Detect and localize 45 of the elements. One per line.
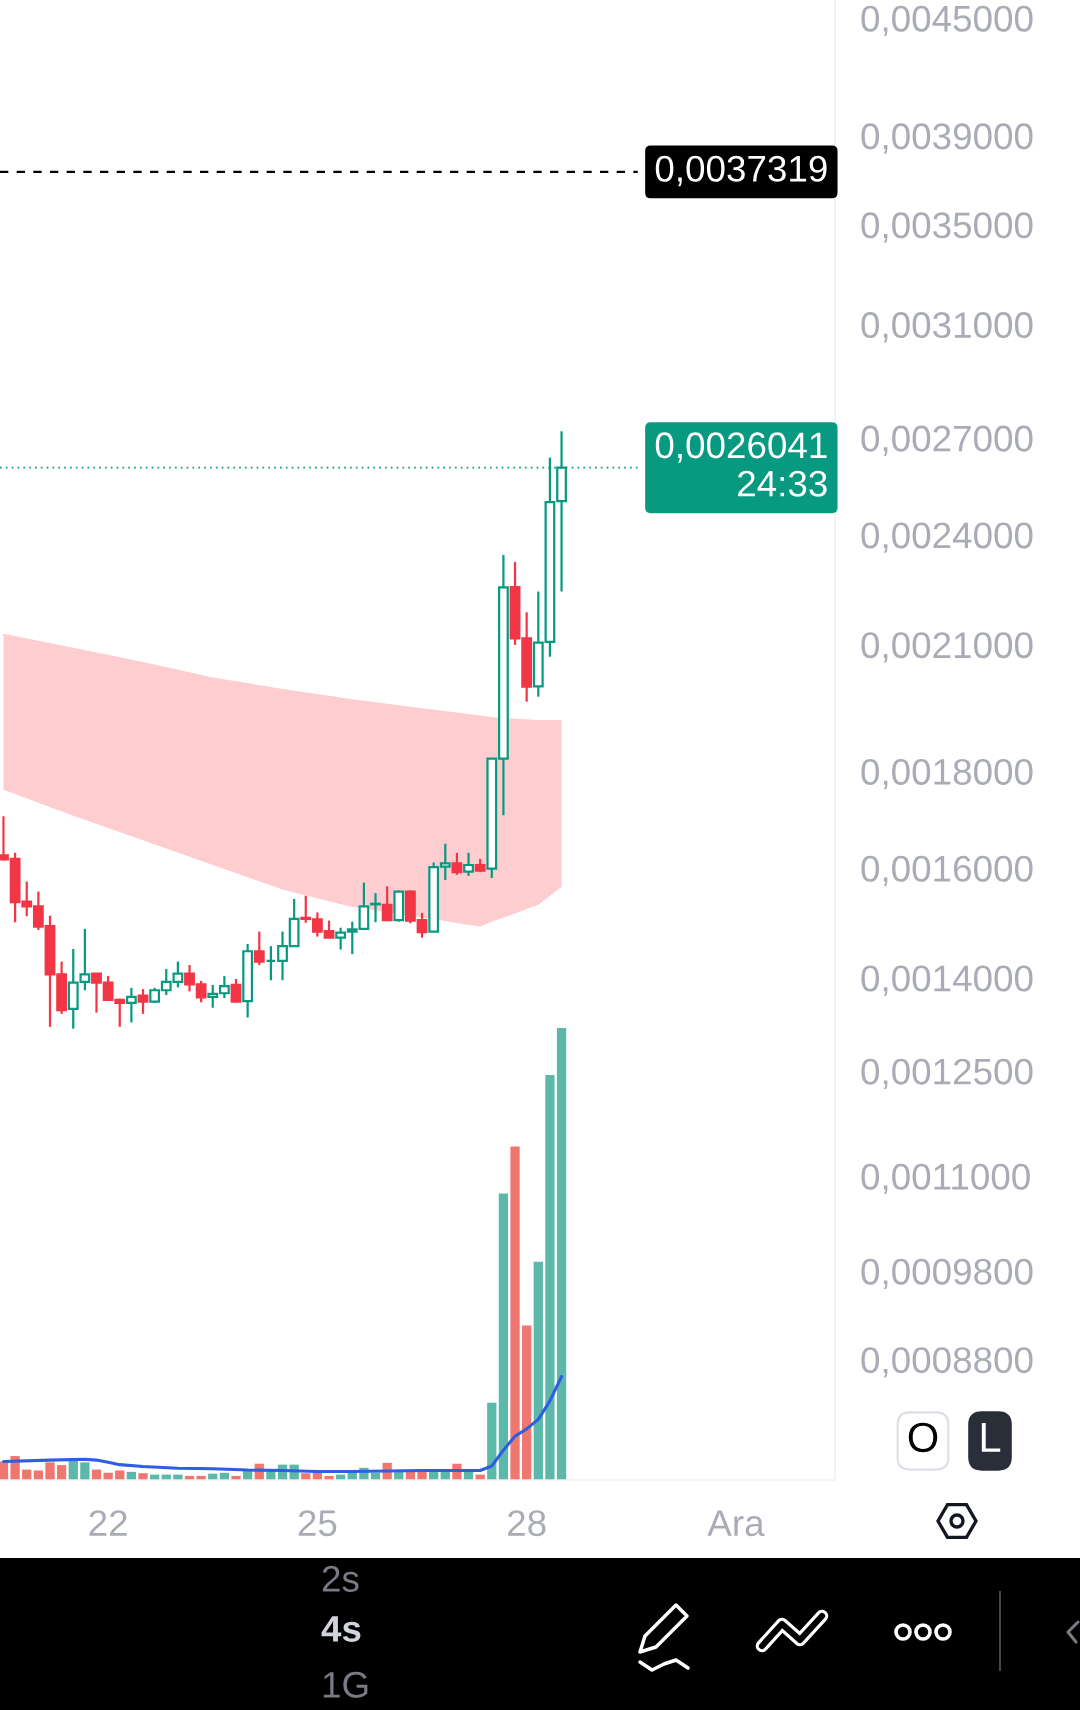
candlestick [253, 930, 265, 967]
bar [545, 1075, 555, 1480]
candlestick [451, 851, 463, 876]
x-tick-label: 22 [89, 1510, 127, 1536]
text: O [908, 1422, 938, 1453]
y-tick-label: 0,0012500 [861, 1058, 1033, 1090]
y-tick-label: 0,0035000 [861, 212, 1033, 243]
candlestick [381, 885, 393, 922]
bar [138, 1473, 148, 1480]
y-tick-label: 0,0016000 [861, 855, 1033, 887]
y-tick-label: 0,0024000 [861, 522, 1033, 553]
text: 2s [322, 1565, 359, 1592]
bar [533, 1261, 543, 1480]
x-tick-label: 25 [298, 1510, 337, 1537]
bar [487, 1402, 497, 1480]
ref-line-label: 0,0026041 24:33 [655, 432, 827, 497]
bar [45, 1462, 55, 1480]
y-tick-label: 0,0039000 [861, 123, 1033, 154]
x-tick-label: Ara [707, 1510, 765, 1537]
bar [417, 1471, 427, 1480]
candlestick [463, 851, 474, 877]
text: 4s [321, 1616, 361, 1642]
y-tick-label: 0,0009800 [861, 1258, 1033, 1290]
candlestick [125, 986, 137, 1024]
bar [103, 1472, 113, 1480]
candlestick [137, 987, 149, 1015]
y-tick-label: 0,0021000 [861, 632, 1033, 663]
bar [556, 1028, 567, 1480]
ref-line-label: 0,0037319 [655, 155, 827, 187]
y-tick-label: 0,0018000 [861, 758, 1033, 790]
y-tick-label: 0,0045000 [861, 5, 1033, 37]
y-tick-label: 0,0014000 [861, 965, 1033, 996]
bar [498, 1193, 509, 1480]
text: L [981, 1423, 1001, 1452]
bar [510, 1146, 520, 1480]
y-tick-label: 0,0008800 [861, 1347, 1033, 1378]
bar [522, 1325, 532, 1480]
candlestick [230, 977, 242, 1003]
y-tick-label: 0,0011000 [861, 1163, 1030, 1195]
bar [80, 1462, 90, 1480]
y-tick-label: 0,0031000 [861, 312, 1033, 343]
x-tick-label: 28 [508, 1510, 546, 1537]
text: 1G [323, 1671, 368, 1698]
y-tick-label: 0,0027000 [861, 425, 1033, 457]
bar [56, 1465, 67, 1480]
